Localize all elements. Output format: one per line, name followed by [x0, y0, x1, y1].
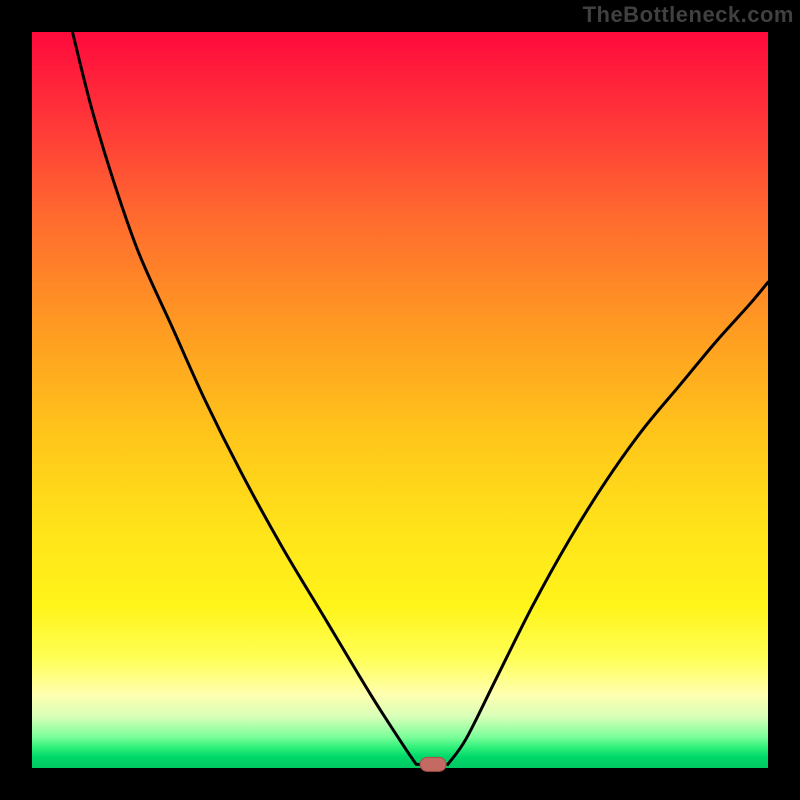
chart-container: TheBottleneck.com — [0, 0, 800, 800]
watermark-text: TheBottleneck.com — [583, 2, 794, 28]
bottleneck-marker — [420, 757, 446, 771]
bottleneck-chart — [0, 0, 800, 800]
plot-background — [32, 32, 768, 768]
